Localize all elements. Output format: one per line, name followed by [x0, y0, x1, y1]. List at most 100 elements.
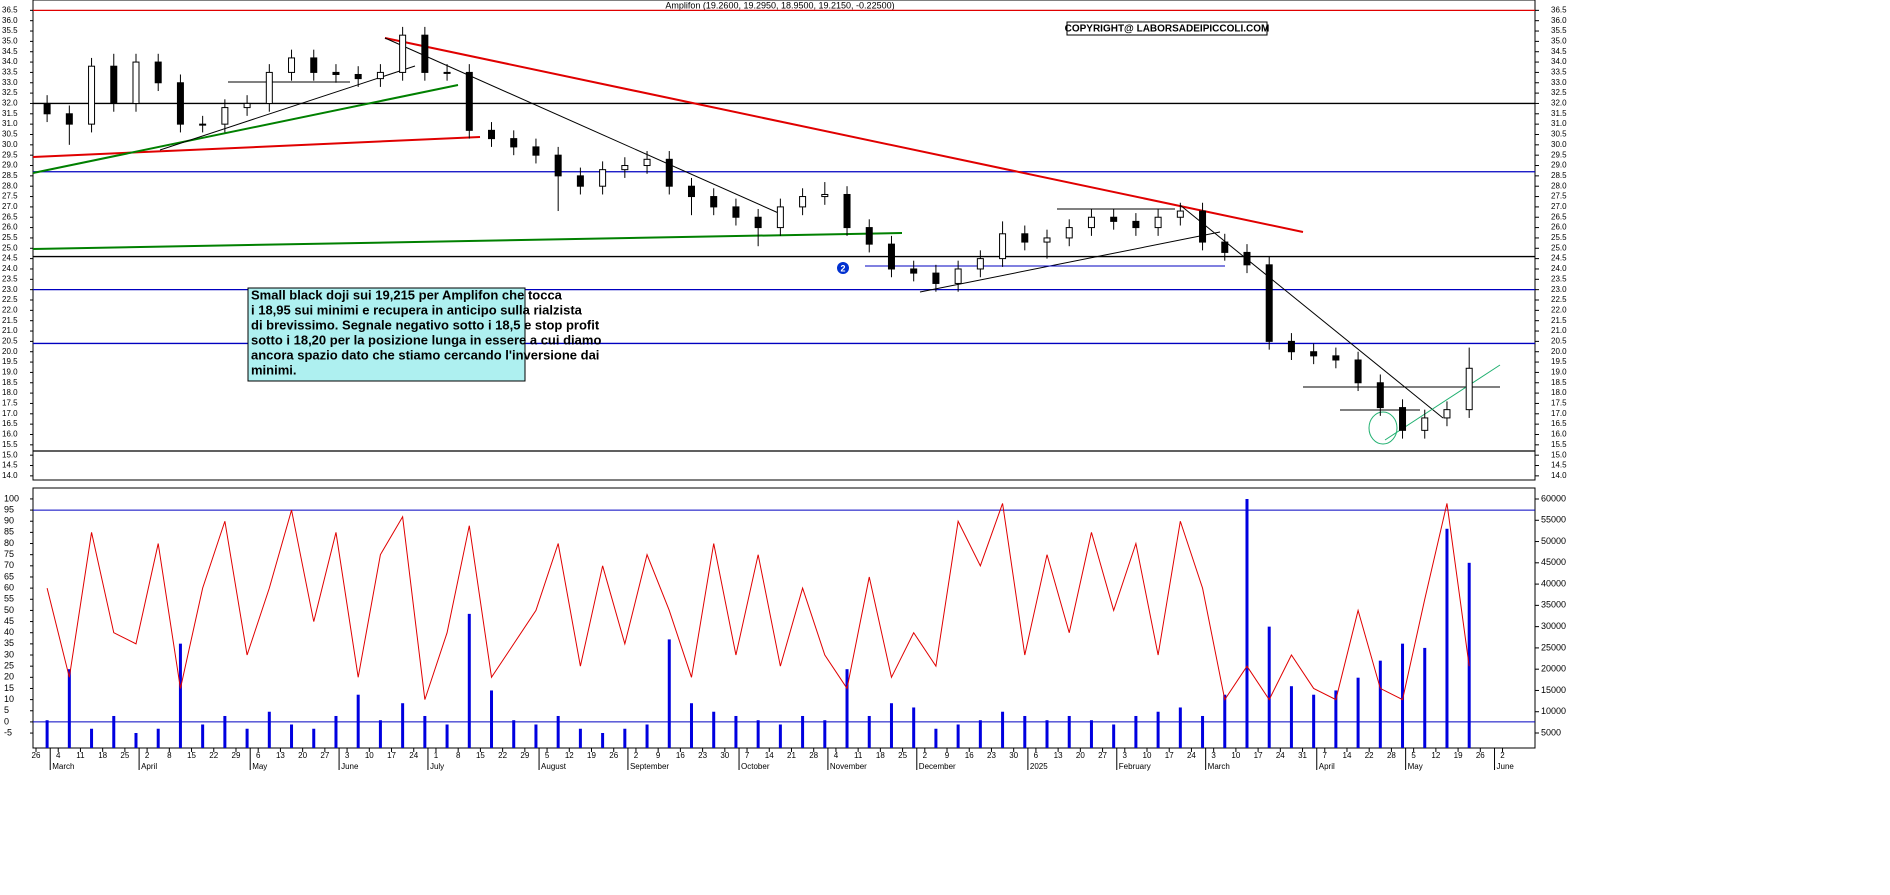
y-tick-label: 17.5 [1551, 399, 1567, 408]
candle-body [1465, 367, 1473, 411]
y-tick-label: 34.5 [2, 47, 18, 56]
candle-body [43, 102, 51, 115]
candle-body [65, 113, 73, 125]
osc-tick-label: 15 [4, 683, 14, 693]
y-tick-label: 17.0 [2, 409, 18, 418]
volume-bar [667, 639, 671, 748]
month-label: November [830, 762, 867, 771]
volume-tick-label: 5000 [1541, 727, 1561, 737]
y-tick-label: 24.0 [2, 264, 18, 273]
y-tick-label: 33.5 [2, 68, 18, 77]
price-panel [32, 0, 1536, 481]
x-tick-label: 26 [609, 751, 618, 760]
trendline [32, 84, 459, 174]
month-label: September [630, 762, 669, 771]
candle-body [799, 196, 807, 208]
osc-tick-label: 75 [4, 549, 14, 559]
candle-body [710, 196, 718, 208]
volume-bar [689, 703, 693, 748]
x-tick-label: 22 [498, 751, 507, 760]
x-tick-label: 19 [1454, 751, 1463, 760]
y-tick-label: 22.5 [2, 295, 18, 304]
y-tick-label: 28.5 [2, 171, 18, 180]
candle-body [999, 233, 1007, 260]
x-tick-label: 4 [834, 751, 839, 760]
y-tick-label: 33.5 [1551, 68, 1567, 77]
annotation-line: i 18,95 sui minimi e recupera in anticip… [251, 303, 583, 318]
y-tick-label: 21.5 [2, 316, 18, 325]
candle-body [399, 34, 407, 73]
candle-body [1221, 241, 1229, 253]
volume-bar [356, 694, 360, 748]
volume-bar [1156, 711, 1160, 748]
volume-bar [334, 715, 338, 748]
osc-tick-label: 95 [4, 504, 14, 514]
volume-bar [267, 711, 271, 748]
annotation: Small black doji sui 19,215 per Amplifon… [251, 288, 601, 378]
y-tick-label: 29.0 [2, 161, 18, 170]
candle-body [110, 65, 118, 104]
candle-body [1332, 355, 1340, 361]
volume-bar [1445, 528, 1449, 748]
y-tick-label: 32.5 [2, 88, 18, 97]
y-tick-label: 17.0 [1551, 409, 1567, 418]
volume-bar [912, 707, 916, 748]
trendlines [32, 37, 1501, 445]
osc-tick-label: 10 [4, 694, 14, 704]
month-label: May [252, 762, 267, 771]
x-tick-label: 22 [209, 751, 218, 760]
y-tick-label: 31.0 [1551, 119, 1567, 128]
volume-bar [423, 715, 427, 748]
candle-body [132, 61, 140, 104]
candle-body [1310, 351, 1318, 357]
osc-tick-label: 90 [4, 516, 14, 526]
x-tick-label: 7 [1323, 751, 1328, 760]
chart-title: Amplifon (19.2600, 19.2950, 18.9500, 19.… [665, 0, 894, 10]
y-tick-label: 22.0 [2, 305, 18, 314]
y-tick-label: 20.5 [1551, 336, 1567, 345]
candle-body [865, 227, 873, 245]
osc-tick-label: 80 [4, 538, 14, 548]
candle-body [265, 71, 273, 104]
y-tick-label: 32.0 [1551, 99, 1567, 108]
y-tick-label: 18.0 [1551, 388, 1567, 397]
osc-tick-label: 30 [4, 649, 14, 659]
x-tick-label: 3 [345, 751, 350, 760]
volume-bar [201, 724, 205, 748]
volume-bar [578, 728, 582, 748]
x-tick-label: 10 [1143, 751, 1152, 760]
volume-bar [823, 720, 827, 748]
volume-bar [1289, 686, 1293, 748]
annotation-line: minimi. [251, 363, 297, 378]
trendline [32, 232, 903, 250]
y-tick-label: 22.5 [1551, 295, 1567, 304]
candle-body [1354, 359, 1362, 384]
candle-body [1421, 417, 1429, 431]
volume-bar [467, 613, 471, 748]
x-tick-label: 15 [187, 751, 196, 760]
y-tick-label: 22.0 [1551, 305, 1567, 314]
volume-bar [67, 669, 71, 748]
month-label: February [1119, 762, 1151, 771]
volume-bar [1023, 715, 1027, 748]
x-tick-label: 20 [298, 751, 307, 760]
volume-bar [178, 643, 182, 748]
volume-bar [1178, 707, 1182, 748]
y-tick-label: 28.0 [1551, 181, 1567, 190]
volume-bar [556, 715, 560, 748]
y-tick-label: 17.5 [2, 399, 18, 408]
osc-tick-label: 50 [4, 605, 14, 615]
candle-body [221, 107, 229, 125]
x-tick-label: 3 [1211, 751, 1216, 760]
x-tick-label: 30 [1009, 751, 1018, 760]
candle-body [288, 57, 296, 73]
y-tick-label: 30.5 [1551, 130, 1567, 139]
x-tick-label: 2 [1500, 751, 1505, 760]
candle-body [910, 268, 918, 274]
candle-body [576, 175, 584, 187]
y-tick-label: 24.5 [2, 254, 18, 263]
x-tick-label: 10 [365, 751, 374, 760]
y-tick-label: 23.0 [2, 285, 18, 294]
month-label: June [341, 762, 359, 771]
